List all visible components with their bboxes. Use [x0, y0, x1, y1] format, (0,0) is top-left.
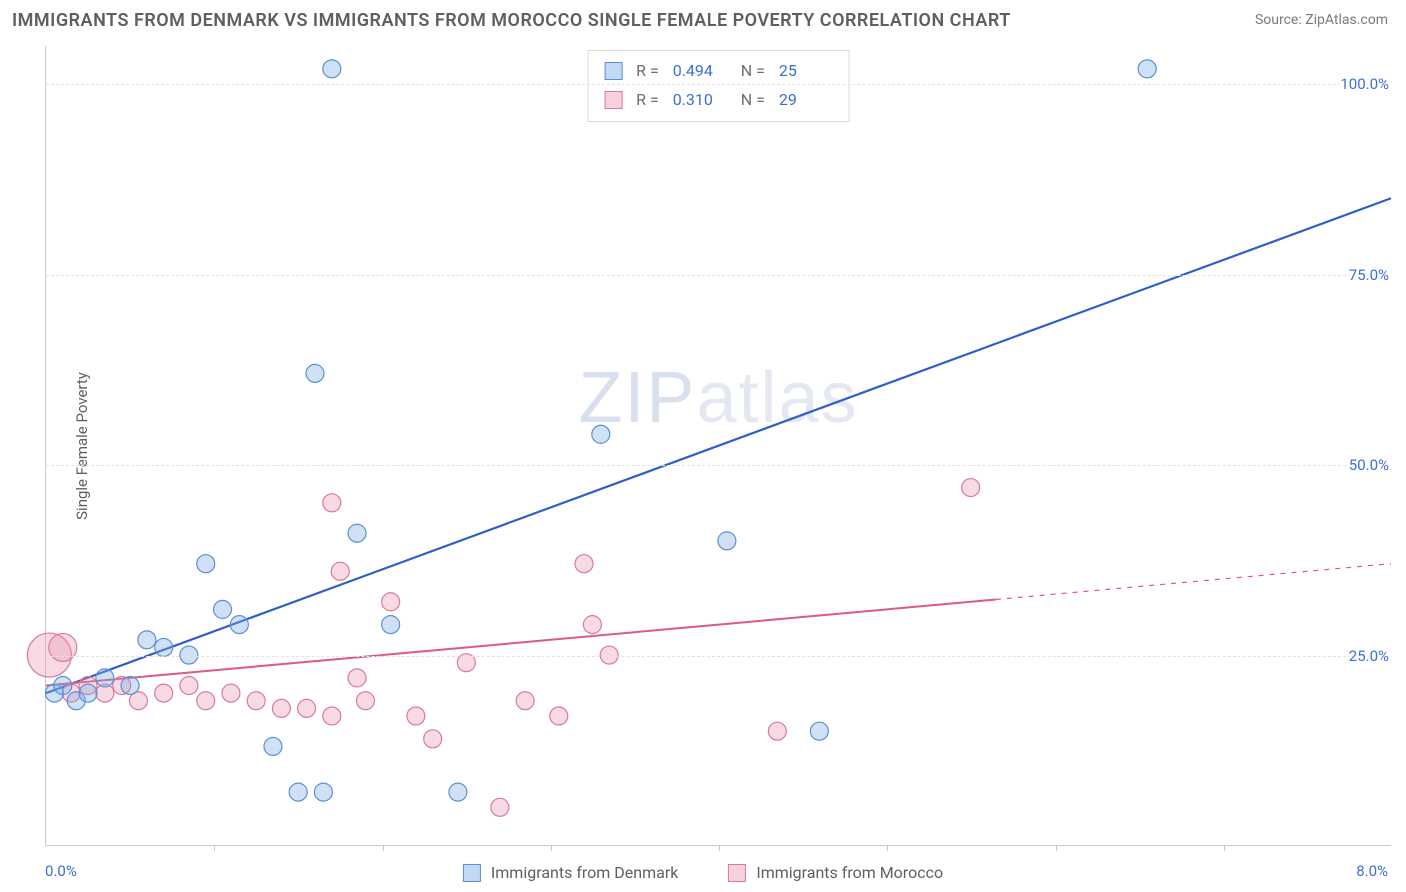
scatter-point-morocco	[407, 707, 425, 725]
scatter-point-denmark	[289, 783, 307, 801]
y-tick-label: 25.0%	[1349, 647, 1393, 665]
scatter-point-denmark	[592, 425, 610, 443]
legend-item-denmark: Immigrants from Denmark	[463, 863, 678, 882]
scatter-point-denmark	[121, 677, 139, 695]
x-tick	[887, 845, 888, 851]
regression-line-morocco	[46, 599, 996, 685]
scatter-point-morocco	[49, 633, 77, 661]
swatch-blue-icon	[463, 864, 481, 882]
scatter-point-morocco	[247, 692, 265, 710]
scatter-point-morocco	[197, 692, 215, 710]
scatter-point-morocco	[155, 684, 173, 702]
swatch-pink-icon	[728, 864, 746, 882]
gridline-h	[46, 275, 1391, 276]
scatter-point-denmark	[96, 669, 114, 687]
scatter-point-morocco	[583, 616, 601, 634]
scatter-point-denmark	[214, 600, 232, 618]
scatter-point-denmark	[718, 532, 736, 550]
legend-label-morocco: Immigrants from Morocco	[756, 863, 943, 882]
source-label: Source: ZipAtlas.com	[1255, 12, 1388, 28]
scatter-point-morocco	[491, 798, 509, 816]
scatter-point-morocco	[323, 707, 341, 725]
scatter-point-morocco	[424, 730, 442, 748]
chart-title: IMMIGRANTS FROM DENMARK VS IMMIGRANTS FR…	[12, 10, 1011, 31]
scatter-point-denmark	[230, 616, 248, 634]
legend-label-denmark: Immigrants from Denmark	[491, 863, 678, 882]
scatter-point-morocco	[575, 555, 593, 573]
scatter-point-denmark	[54, 677, 72, 695]
scatter-point-denmark	[314, 783, 332, 801]
regression-line-dashed-morocco	[996, 564, 1391, 600]
scatter-svg	[46, 46, 1391, 845]
scatter-point-morocco	[516, 692, 534, 710]
scatter-point-denmark	[264, 737, 282, 755]
scatter-point-denmark	[155, 638, 173, 656]
scatter-point-morocco	[331, 562, 349, 580]
x-tick	[551, 845, 552, 851]
gridline-h	[46, 465, 1391, 466]
scatter-point-denmark	[1138, 60, 1156, 78]
x-tick	[719, 845, 720, 851]
scatter-point-morocco	[298, 699, 316, 717]
scatter-point-denmark	[382, 616, 400, 634]
scatter-point-denmark	[323, 60, 341, 78]
regression-line-denmark	[46, 198, 1391, 693]
scatter-point-morocco	[323, 494, 341, 512]
y-tick-label: 50.0%	[1349, 456, 1393, 474]
scatter-point-denmark	[306, 364, 324, 382]
x-tick	[383, 845, 384, 851]
scatter-point-morocco	[550, 707, 568, 725]
x-axis-min-label: 0.0%	[45, 862, 77, 880]
scatter-point-morocco	[356, 692, 374, 710]
scatter-point-morocco	[222, 684, 240, 702]
x-tick	[1224, 845, 1225, 851]
scatter-point-morocco	[272, 699, 290, 717]
plot-area: ZIPatlas R = 0.494 N = 25 R = 0.310 N = …	[45, 46, 1391, 846]
scatter-point-denmark	[348, 524, 366, 542]
scatter-point-morocco	[180, 677, 198, 695]
scatter-point-morocco	[768, 722, 786, 740]
scatter-point-denmark	[197, 555, 215, 573]
x-tick	[214, 845, 215, 851]
x-tick	[1056, 845, 1057, 851]
scatter-point-morocco	[962, 479, 980, 497]
y-tick-label: 100.0%	[1340, 75, 1393, 93]
gridline-h	[46, 656, 1391, 657]
scatter-point-denmark	[810, 722, 828, 740]
scatter-point-morocco	[348, 669, 366, 687]
gridline-h	[46, 84, 1391, 85]
y-tick-label: 75.0%	[1349, 266, 1393, 284]
scatter-point-denmark	[449, 783, 467, 801]
scatter-point-morocco	[382, 593, 400, 611]
bottom-legend: Immigrants from Denmark Immigrants from …	[463, 863, 943, 882]
x-axis-max-label: 8.0%	[1356, 862, 1388, 880]
scatter-point-denmark	[79, 684, 97, 702]
scatter-point-denmark	[138, 631, 156, 649]
legend-item-morocco: Immigrants from Morocco	[728, 863, 943, 882]
